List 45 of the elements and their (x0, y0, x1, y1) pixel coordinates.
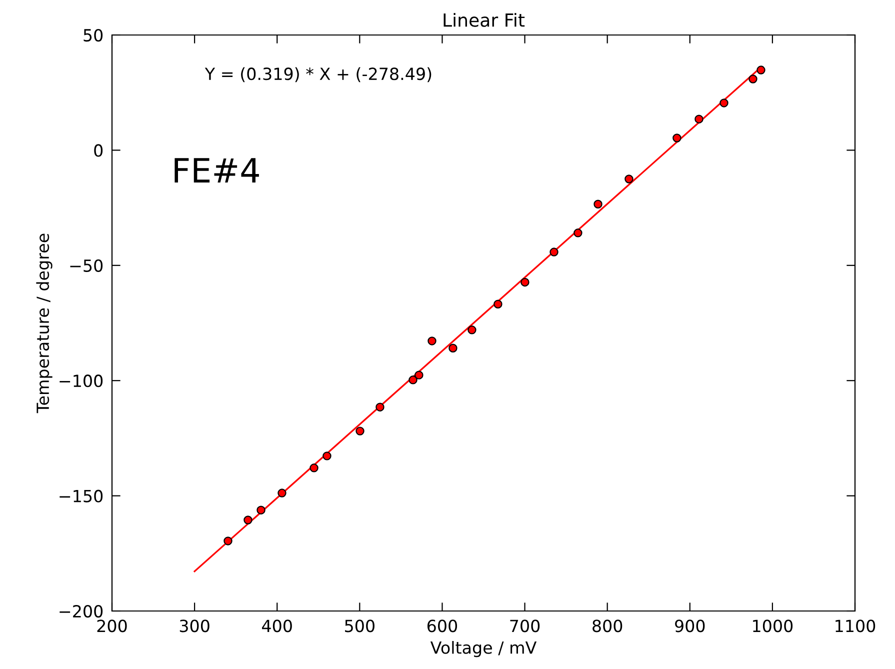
x-axis-title: Voltage / mV (430, 641, 537, 658)
point (720, 98, 728, 108)
point (224, 536, 232, 546)
point (550, 248, 558, 256)
x-tick-label: 700 (510, 620, 540, 632)
point (694, 114, 704, 124)
y-tick-label: 0 (94, 144, 103, 157)
point (408, 376, 418, 384)
annotation: FE#4 (174, 158, 259, 182)
point (468, 326, 476, 334)
point (356, 426, 364, 436)
point (428, 336, 436, 346)
point (310, 464, 318, 472)
y-tick-label: 50 (84, 28, 103, 42)
x-tick-label: 200 (97, 620, 127, 632)
y-tick-label: −150 (60, 490, 103, 502)
point (748, 74, 758, 84)
x-tick-label: 1100 (836, 620, 876, 632)
x-tick-label: 500 (345, 620, 374, 632)
point (322, 452, 332, 460)
y-tick-label: −100 (60, 374, 103, 388)
point (672, 134, 682, 142)
point (756, 66, 766, 74)
x-tick-label: 1000 (753, 620, 793, 632)
y-tick-label: −200 (60, 604, 103, 618)
x-tick-label: 300 (180, 620, 210, 632)
annotation: Y = (0.319) * X + (-278.49) (204, 67, 432, 82)
point (414, 370, 424, 380)
x-tick-label: 600 (427, 620, 458, 632)
point (520, 278, 530, 287)
point (256, 506, 266, 514)
point (594, 200, 602, 208)
x-tick-label: 400 (262, 620, 292, 632)
point (448, 344, 458, 352)
x-tick-label: 900 (675, 620, 705, 632)
x-tick-label: 800 (592, 620, 622, 632)
point (624, 174, 634, 184)
y-axis-title: Temperature / degree (36, 234, 52, 414)
y-tick-label: −50 (70, 259, 103, 272)
chart-title: Linear Fit (444, 12, 525, 27)
point (244, 516, 252, 524)
point (278, 488, 286, 498)
point (574, 228, 582, 238)
point (376, 402, 384, 412)
point (494, 300, 502, 308)
